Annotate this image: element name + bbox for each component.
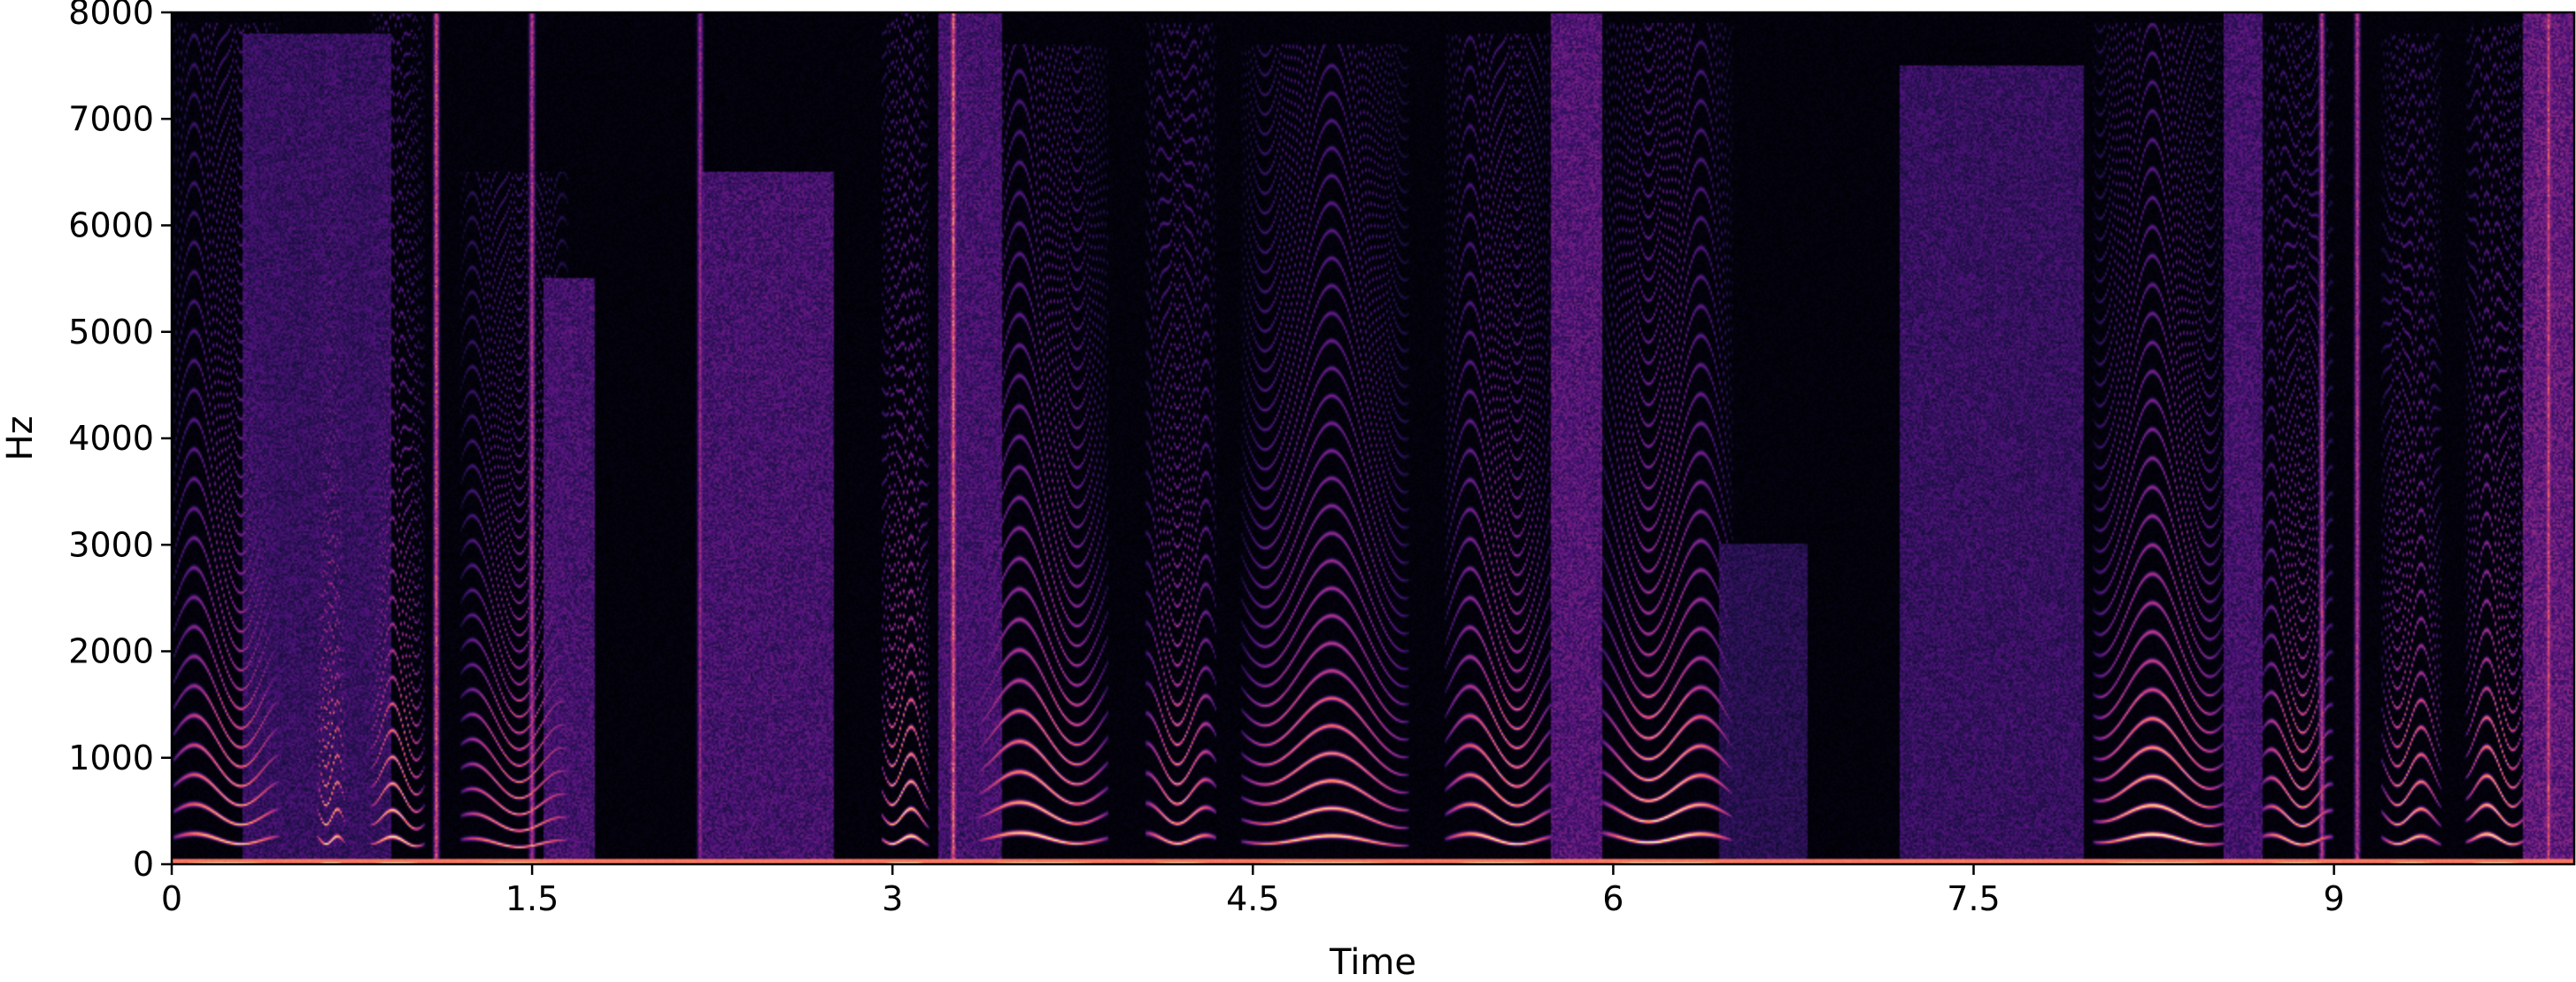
y-axis-ticks: 0 1000 2000 3000 4000 5000 6000 7000 8000	[68, 0, 172, 884]
x-tick-label: 9	[2324, 879, 2345, 918]
y-tick-label: 4000	[68, 419, 154, 458]
x-tick-label: 4.5	[1226, 879, 1279, 918]
y-tick-label: 2000	[68, 632, 154, 671]
x-tick-label: 6	[1602, 879, 1623, 918]
y-tick-label: 5000	[68, 313, 154, 352]
x-axis-ticks: 0 1.5 3 4.5 6 7.5 9	[161, 864, 2345, 918]
x-axis-label: Time	[1329, 942, 1416, 982]
x-tick-label: 1.5	[505, 879, 559, 918]
y-axis-label: Hz	[0, 415, 41, 460]
x-tick-label: 0	[161, 879, 182, 918]
spectrogram-image	[172, 12, 2574, 864]
y-tick-label: 6000	[68, 206, 154, 245]
plot-area	[170, 11, 2576, 866]
x-tick-label: 3	[882, 879, 903, 918]
y-tick-label: 8000	[68, 0, 154, 32]
y-tick-label: 1000	[68, 738, 154, 777]
y-tick-label: 7000	[68, 99, 154, 138]
y-tick-label: 0	[133, 845, 154, 884]
x-tick-label: 7.5	[1947, 879, 2000, 918]
y-tick-label: 3000	[68, 525, 154, 564]
